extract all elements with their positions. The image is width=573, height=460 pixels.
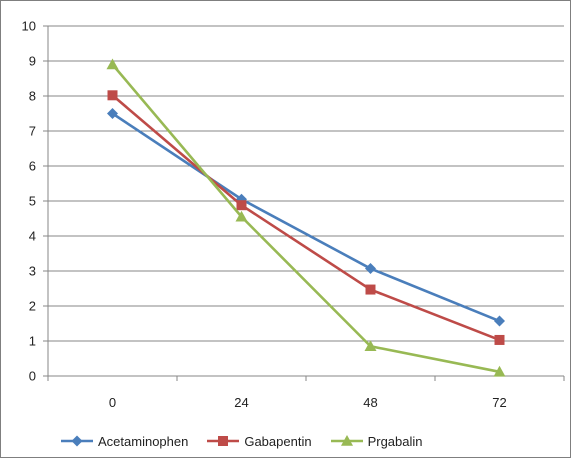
- data-point-prgabalin: [106, 58, 119, 70]
- y-tick-label: 8: [29, 89, 36, 104]
- legend-swatch-acetaminophen: [61, 435, 93, 447]
- legend-label-prgabalin: Prgabalin: [367, 433, 423, 449]
- y-tick-label: 7: [29, 124, 36, 139]
- legend-label-acetaminophen: Acetaminophen: [98, 433, 189, 449]
- y-tick-label: 6: [29, 159, 36, 174]
- axes: [43, 25, 565, 381]
- data-point-prgabalin: [493, 365, 506, 377]
- data-point-acetaminophen: [365, 263, 376, 275]
- series-prgabalin: [106, 58, 506, 377]
- y-tick-label: 1: [29, 334, 36, 349]
- y-axis-tick-labels: 0 1 2 3 4 5 6 7 8 9 10: [22, 19, 36, 384]
- legend-item-gabapentin: Gabapentin: [206, 433, 312, 449]
- gridlines: [48, 25, 564, 342]
- data-point-gabapentin: [494, 334, 505, 345]
- series-group: [106, 58, 506, 377]
- line-chart: 0 1 2 3 4 5 6 7 8 9 10 0 24 48 72: [22, 19, 565, 410]
- y-tick-label: 5: [29, 194, 36, 209]
- series-line-gabapentin: [111, 94, 500, 342]
- legend-swatch-gabapentin: [207, 436, 240, 446]
- y-tick-label: 9: [29, 54, 36, 69]
- series-gabapentin: [107, 90, 505, 345]
- legend-marker-gabapentin: [218, 436, 229, 446]
- y-tick-label: 2: [29, 299, 36, 314]
- x-tick-label: 0: [109, 395, 116, 410]
- data-point-prgabalin: [235, 210, 248, 222]
- legend-marker-prgabalin: [340, 435, 353, 446]
- y-tick-label: 0: [29, 369, 36, 384]
- data-point-gabapentin: [236, 200, 247, 211]
- legend-item-acetaminophen: Acetaminophen: [60, 434, 188, 449]
- data-point-gabapentin: [107, 90, 118, 101]
- series-line-prgabalin: [111, 63, 500, 374]
- x-tick-label: 72: [492, 395, 506, 410]
- legend-item-prgabalin: Prgabalin: [330, 434, 423, 449]
- legend: Acetaminophen Gabapentin Prgabalin: [60, 431, 441, 451]
- series-line-acetaminophen: [111, 112, 500, 323]
- legend-marker-acetaminophen: [71, 435, 83, 447]
- legend-swatch-prgabalin: [330, 435, 363, 446]
- y-tick-label: 10: [22, 19, 36, 34]
- legend-label-gabapentin: Gabapentin: [244, 433, 312, 449]
- y-tick-label: 4: [29, 229, 36, 244]
- x-axis-tick-labels: 0 24 48 72: [109, 395, 507, 410]
- data-point-gabapentin: [365, 284, 376, 295]
- x-tick-label: 24: [234, 395, 248, 410]
- data-point-acetaminophen: [494, 315, 505, 327]
- x-tick-label: 48: [363, 395, 377, 410]
- data-point-prgabalin: [364, 340, 377, 352]
- data-point-acetaminophen: [107, 108, 118, 119]
- y-tick-label: 3: [29, 264, 36, 279]
